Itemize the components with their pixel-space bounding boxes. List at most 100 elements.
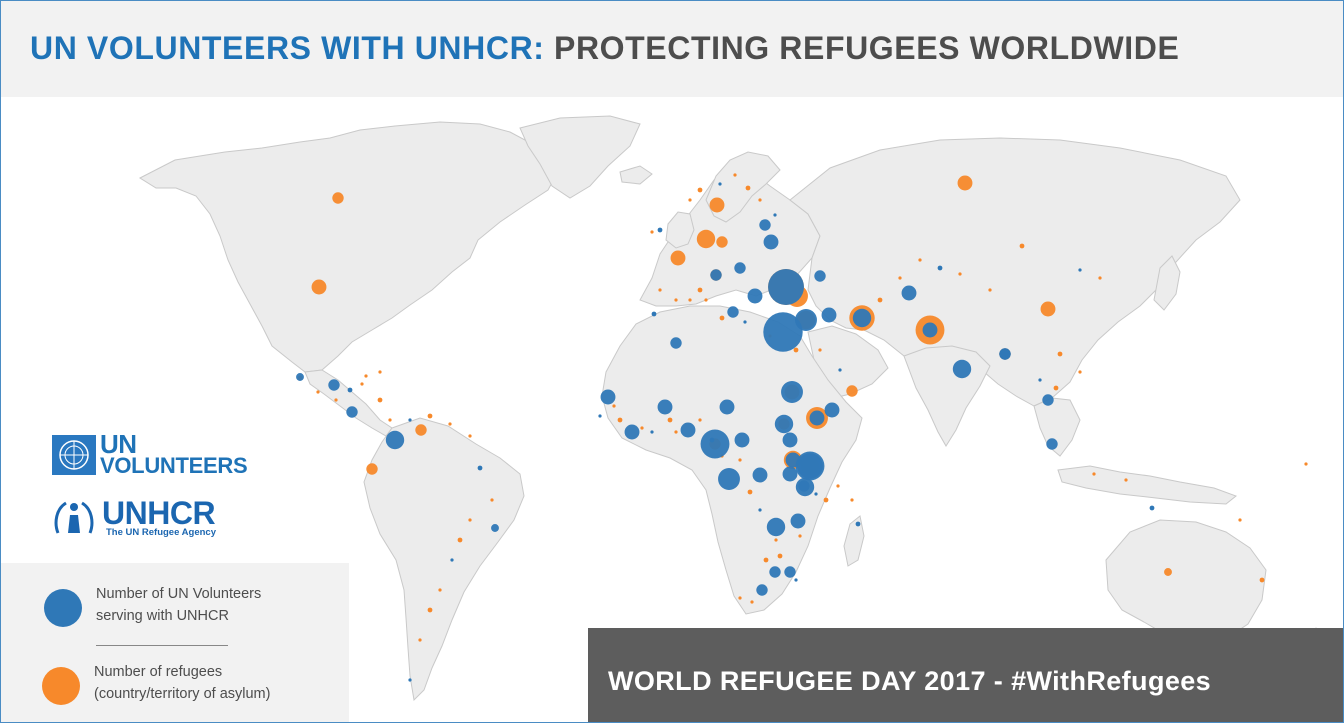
minor-bubble <box>918 258 922 262</box>
minor-bubble <box>1019 243 1025 249</box>
minor-bubble <box>617 417 623 423</box>
minor-bubble <box>427 607 433 613</box>
minor-bubble <box>1124 478 1128 482</box>
volunteer-bubble-italy <box>710 269 722 281</box>
minor-bubble <box>877 297 883 303</box>
minor-bubble <box>838 368 842 372</box>
minor-bubble <box>823 497 829 503</box>
minor-bubble <box>640 426 644 430</box>
volunteer-bubble-costa-rica <box>346 406 358 418</box>
north-america <box>138 121 561 373</box>
minor-bubble <box>745 185 751 191</box>
minor-bubble <box>774 538 778 542</box>
volunteer-bubbles <box>296 219 1058 596</box>
minor-bubble <box>388 418 392 422</box>
minor-bubble <box>598 414 602 418</box>
legend-refugees-line1: Number of refugees <box>94 664 223 680</box>
minor-bubble <box>763 557 769 563</box>
volunteer-bubble-pakistan <box>922 322 938 338</box>
minor-bubble <box>651 311 657 317</box>
refugee-bubble-germany <box>696 229 716 249</box>
unhcr-logo: UNHCR The UN Refugee Agency <box>50 495 240 539</box>
minor-bubble <box>334 398 338 402</box>
volunteer-bubble-congo <box>718 468 740 490</box>
volunteer-bubble-honduras <box>328 379 340 391</box>
header-bar: UN VOLUNTEERS WITH UNHCR: PROTECTING REF… <box>0 0 1344 97</box>
minor-bubble <box>1078 370 1082 374</box>
unv-line1: UN <box>100 429 137 459</box>
minor-bubble <box>798 534 802 538</box>
volunteer-bubble-uganda <box>785 452 801 468</box>
minor-bubble <box>1149 505 1155 511</box>
legend-volunteer-dot <box>44 589 82 627</box>
minor-bubble <box>758 198 762 202</box>
volunteer-bubble-somalia <box>824 402 840 418</box>
volunteer-bubble-india <box>952 359 972 379</box>
minor-bubble <box>836 484 840 488</box>
minor-bubble <box>697 187 703 193</box>
legend-refugees-label: Number of refugees (country/territory of… <box>94 661 270 705</box>
minor-bubble <box>674 430 678 434</box>
volunteer-bubble-central-african-republic <box>752 467 768 483</box>
volunteer-bubble-zimbabwe <box>784 566 796 578</box>
minor-bubble <box>378 370 382 374</box>
volunteer-bubble-belarus <box>759 219 771 231</box>
minor-bubble <box>747 489 753 495</box>
volunteer-bubble-zambia <box>766 517 786 537</box>
volunteer-bubble-malaysia <box>1046 438 1058 450</box>
unv-line2: VOLUNTEERS <box>100 453 248 478</box>
volunteer-bubble-chad <box>781 381 803 403</box>
refugee-bubble-russia <box>957 175 973 191</box>
minor-bubble <box>650 430 654 434</box>
volunteer-bubble-serbia <box>734 262 746 274</box>
volunteer-bubble-senegal <box>600 389 616 405</box>
legend-volunteers-label: Number of UN Volunteers serving with UNH… <box>96 583 261 627</box>
refugee-bubble-ecuador <box>366 463 378 475</box>
footer-text: WORLD REFUGEE DAY 2017 - #WithRefugees <box>608 666 1212 696</box>
volunteer-bubble-brazil <box>491 524 499 532</box>
volunteer-bubble-burkina-faso <box>680 422 696 438</box>
page-title: UN VOLUNTEERS WITH UNHCR: PROTECTING REF… <box>30 30 1179 67</box>
minor-bubble <box>738 596 742 600</box>
volunteer-bubble-niger <box>719 399 735 415</box>
footer-banner: WORLD REFUGEE DAY 2017 - #WithRefugees <box>588 628 1343 722</box>
minor-bubble <box>898 276 902 280</box>
volunteer-bubble-egypt <box>763 312 803 352</box>
southeast-asia <box>1033 397 1081 457</box>
minor-bubble <box>1057 351 1063 357</box>
minor-bubble <box>364 374 368 378</box>
unv-wordmark: UN VOLUNTEERS <box>100 429 248 478</box>
minor-bubble <box>1304 462 1308 466</box>
central-america <box>304 369 393 437</box>
volunteer-bubble-bangladesh <box>999 348 1011 360</box>
refugee-bubble-sweden <box>709 197 725 213</box>
minor-bubble <box>377 397 383 403</box>
madagascar <box>843 515 865 567</box>
refugee-bubble-austria <box>716 236 728 248</box>
volunteer-bubble-rwanda <box>782 466 798 482</box>
un-emblem-icon <box>52 435 96 475</box>
refugee-bubble-australia <box>1164 568 1172 576</box>
volunteer-bubble-afghanistan <box>901 285 917 301</box>
legend-separator <box>96 645 228 646</box>
unhcr-tagline: The UN Refugee Agency <box>106 527 216 538</box>
minor-bubble <box>814 492 818 496</box>
australia <box>1105 519 1267 645</box>
iceland <box>619 165 653 185</box>
minor-bubble <box>1238 518 1242 522</box>
minor-bubble <box>1053 385 1059 391</box>
volunteer-bubble-nigeria <box>734 432 750 448</box>
minor-bubble <box>733 173 737 177</box>
volunteer-bubble-south-sudan <box>782 432 798 448</box>
legend-volunteers-line2: serving with UNHCR <box>96 608 229 624</box>
minor-bubble <box>937 265 943 271</box>
minor-bubble <box>650 230 654 234</box>
minor-bubble <box>468 518 472 522</box>
minor-bubble <box>657 227 663 233</box>
minor-bubble <box>408 678 412 682</box>
volunteer-bubble-libya <box>727 306 739 318</box>
minor-bubble <box>793 347 799 353</box>
minor-bubble <box>490 498 494 502</box>
volunteer-bubble-jordan <box>795 309 817 331</box>
minor-bubble <box>704 298 708 302</box>
